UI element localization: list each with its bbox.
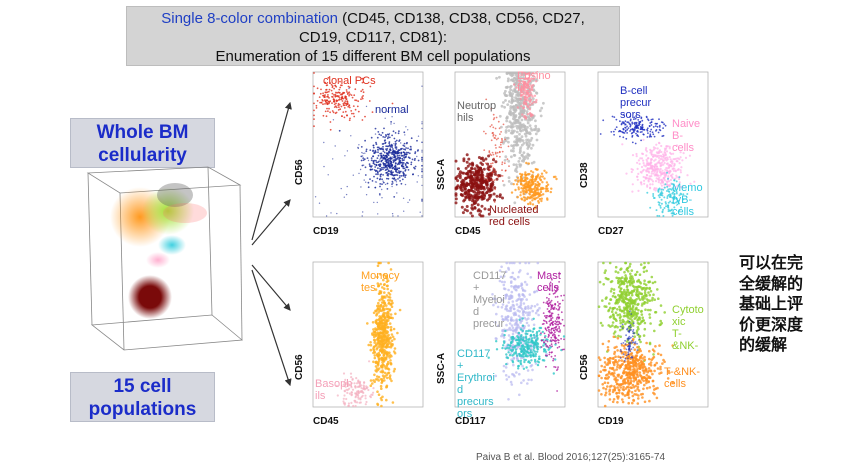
p5-label-erythroid: CD117 + Erythroi d precurs ors <box>457 348 495 420</box>
cell-cloud <box>313 72 394 131</box>
arrow-to-top <box>251 101 292 241</box>
title-line-1: Single 8-color combination (CD45, CD138,… <box>127 9 619 28</box>
arrow-to-bottom <box>251 269 292 387</box>
p4-label-mono: Monocy tes <box>361 270 400 294</box>
plot-cd19-cd56-top: clonal PCs normal <box>312 71 428 222</box>
side-note-chinese: 可以在完 全缓解的 基础上评 价更深度 的缓解 <box>739 253 804 354</box>
p5-label-mast: Mast cells <box>537 270 561 294</box>
plot5-canvas <box>454 261 566 408</box>
p6-label-tnk: T-&NK- cells <box>664 366 701 390</box>
p2-xlabel: CD45 <box>455 226 481 237</box>
plot-cd27-cd38-top: B-cell precur sors Naive B- cells Memo r… <box>597 71 713 222</box>
cell-cloud <box>487 317 566 375</box>
p1-xlabel: CD19 <box>313 226 339 237</box>
cube-3d-plot <box>86 166 244 351</box>
cell-cloud <box>621 138 696 196</box>
plot-cd117-ssc-bottom: CD117 + Myeloi d precur Mast cells CD117… <box>454 261 570 420</box>
cell-cloud <box>646 171 689 217</box>
cell-cloud <box>338 110 423 198</box>
cell-cloud <box>513 71 538 120</box>
p1-label-clonal: clonal PCs <box>323 75 376 87</box>
p5-xlabel: CD117 <box>455 416 486 427</box>
cell-cloud <box>335 360 375 408</box>
p3-xlabel: CD27 <box>598 226 624 237</box>
arrows-group <box>251 101 292 387</box>
p4-ylabel: CD56 <box>294 354 305 380</box>
p3-label-bprecur: B-cell precur sors <box>620 85 652 121</box>
title-line-3: Enumeration of 15 different BM cell popu… <box>215 48 531 65</box>
whole-bm-box: Whole BM cellularity <box>70 118 215 168</box>
plot2-canvas <box>454 71 566 218</box>
p2-ylabel: SSC-A <box>436 158 447 190</box>
cell-cloud <box>454 153 504 218</box>
p6-ylabel: CD56 <box>579 354 590 380</box>
figure-title-box: Single 8-color combination (CD45, CD138,… <box>126 6 620 66</box>
cell-cloud <box>597 335 675 408</box>
plot1-canvas <box>312 71 424 218</box>
arrow-to-upper <box>251 199 291 246</box>
p2-label-neutro: Neutrop hils <box>457 100 497 124</box>
p5-label-myeloid: CD117 + Myeloi d precur <box>473 270 507 330</box>
p6-xlabel: CD19 <box>598 416 624 427</box>
populations-box: 15 cell populations <box>70 372 215 422</box>
cell-cloud <box>366 261 402 408</box>
p3-label-memory: Memo ryB- cells <box>672 182 703 218</box>
title-line-2: CD19, CD117, CD81): <box>298 29 448 46</box>
p4-xlabel: CD45 <box>313 416 339 427</box>
plot3-canvas <box>597 71 709 218</box>
cell-cloud <box>619 310 641 362</box>
title-blue-part: Single 8-color combination <box>161 10 338 27</box>
citation: Paiva B et al. Blood 2016;127(25):3165-7… <box>476 452 666 463</box>
p3-label-naive: Naive B- cells <box>672 118 701 154</box>
cell-cloud <box>599 113 667 145</box>
p2-label-eosino: Eosino fils <box>517 70 551 94</box>
cell-cloud <box>314 85 423 217</box>
cell-cloud <box>540 272 565 392</box>
arrow-to-lower <box>251 264 291 311</box>
cell-cloud <box>597 261 666 363</box>
cell-cloud <box>483 98 510 203</box>
p4-label-baso: Basoph ils <box>315 378 353 402</box>
plot4-canvas <box>312 261 424 408</box>
cell-cloud <box>510 161 558 210</box>
p5-ylabel: SSC-A <box>436 352 447 384</box>
p3-ylabel: CD38 <box>579 162 590 188</box>
p2-label-nucleated: Nucleated red cells <box>489 204 539 228</box>
p1-label-normal: normal <box>375 104 409 116</box>
plot6-canvas <box>597 261 709 408</box>
plot-cd19-cd56-bottom: Cytoto xic T- &NK- T-&NK- cells <box>597 261 713 412</box>
p1-ylabel: CD56 <box>294 159 305 185</box>
plot-cd45-ssc-top: Eosino fils Neutrop hils Nucleated red c… <box>454 70 570 228</box>
plot-cd45-cd56-bottom: Monocy tes Basoph ils <box>312 261 428 412</box>
p6-label-cyto: Cytoto xic T- &NK- <box>672 304 704 352</box>
title-rest-part: (CD45, CD138, CD38, CD56, CD27, <box>338 10 585 27</box>
